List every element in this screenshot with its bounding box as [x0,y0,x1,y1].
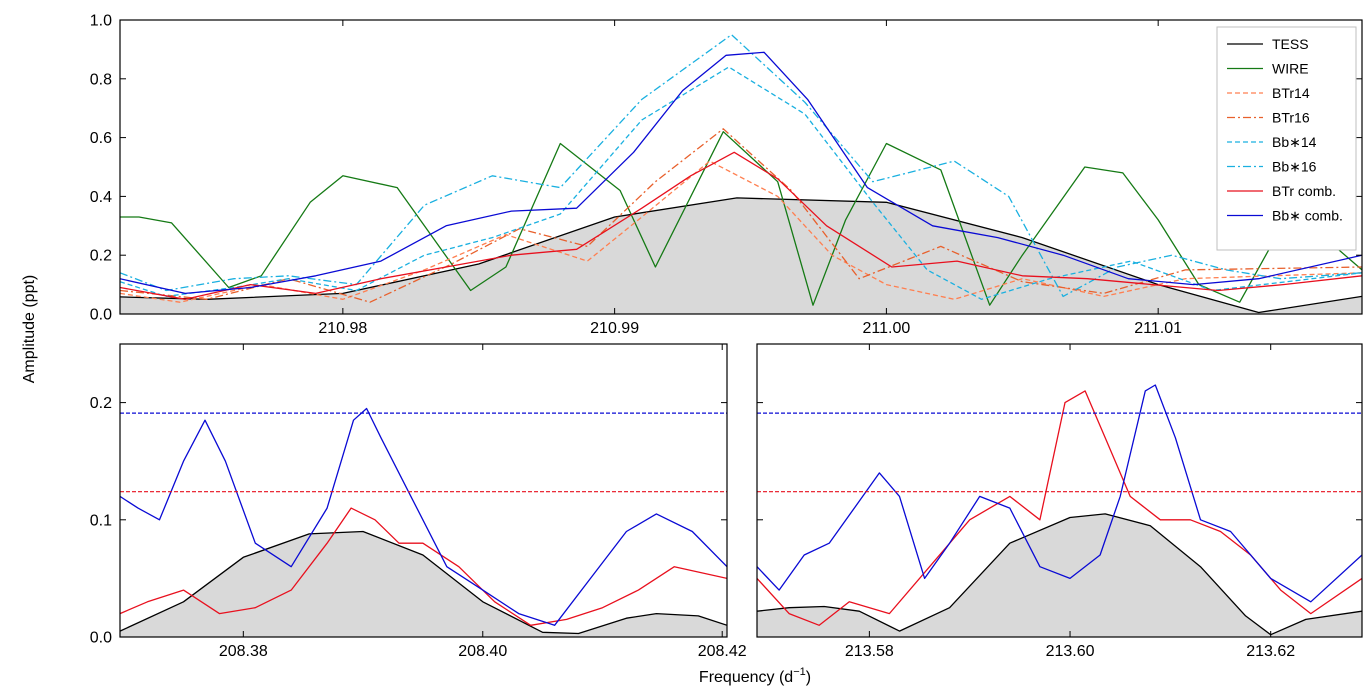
legend-label-btr-comb: BTr comb. [1272,183,1336,199]
bottom-left-panel: 208.38 208.40 208.42 0.0 0.1 0.2 [90,343,747,660]
bottom-left-x-tick-label: 208.38 [219,643,268,660]
bottom-right-series-bb-comb [757,384,1362,603]
bottom-left-x-tick-label: 208.42 [698,643,747,660]
legend-frame [1216,26,1357,251]
bottom-right-tess-fill [757,513,1362,637]
top-panel: 210.98 210.99 211.00 211.01 0.0 0.2 0.4 0.6 0.8 1… [90,13,1363,337]
bottom-left-series-tess [120,530,727,635]
top-series-btr14 [120,160,1362,303]
legend: TESS WIRE BTr14 BTr16 Bb∗14 Bb∗16 BTr comb. Bb∗… [1216,26,1357,251]
x-axis-label: Frequency (d−1) [699,666,811,686]
bottom-right-x-tick-label: 213.62 [1246,643,1295,660]
x-axis-label-exponent: −1 [793,666,806,678]
top-x-tick-label: 211.01 [1134,320,1182,337]
top-series-wire [120,131,1362,306]
legend-label-wire: WIRE [1272,61,1309,77]
top-y-tick-label: 0.4 [90,189,112,206]
top-x-tick-label: 211.00 [863,320,911,337]
legend-label-bb-16: Bb∗16 [1272,159,1317,175]
top-y-tick-label: 0.6 [90,130,112,147]
top-series-btr-comb [120,151,1362,300]
bottom-left-series-bb-comb [120,407,727,626]
bottom-left-y-tick-label: 0.0 [90,630,112,647]
top-y-tick-label: 0.8 [90,71,112,88]
top-series-bb-14 [120,66,1362,300]
bottom-right-series-tess [757,513,1362,636]
bottom-right-x-tick-label: 213.58 [845,643,894,660]
bottom-right-panel-frame [756,343,1363,638]
bottom-left-tess-fill [120,531,727,637]
top-series-tess [120,197,1362,314]
top-y-tick-label: 0.2 [90,248,112,265]
bottom-left-series-btr-comb [120,507,727,626]
top-series-bb-comb [120,51,1362,295]
top-panel-frame [119,19,1363,315]
top-x-tick-label: 210.98 [318,320,367,337]
top-y-tick-label: 1.0 [90,13,112,30]
legend-label-tess: TESS [1272,36,1309,52]
bottom-left-y-tick-label: 0.2 [90,395,112,412]
top-y-tick-label: 0.0 [90,307,112,324]
top-series-bb-16 [120,34,1362,298]
legend-label-bb-14: Bb∗14 [1272,134,1317,150]
bottom-left-x-tick-label: 208.40 [458,643,507,660]
bottom-right-panel: 213.58 213.60 213.62 [756,343,1363,660]
legend-label-btr14: BTr14 [1272,85,1310,101]
top-x-tick-label: 210.99 [590,320,639,337]
bottom-right-series-btr-comb [757,390,1362,626]
legend-label-bb-comb: Bb∗ comb. [1272,208,1343,224]
bottom-left-y-tick-label: 0.1 [90,512,112,529]
bottom-right-x-tick-label: 213.60 [1046,643,1095,660]
bottom-left-panel-frame [119,343,728,638]
y-axis-label: Amplitude (ppt) [21,275,38,384]
legend-label-btr16: BTr16 [1272,110,1310,126]
